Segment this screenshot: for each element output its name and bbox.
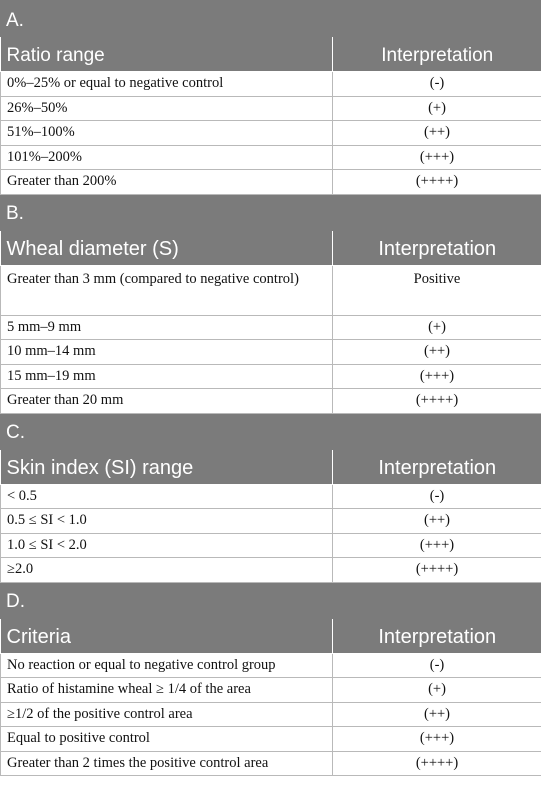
table-cell: Greater than 20 mm bbox=[0, 388, 333, 414]
table-row: 101%–200% (+++) bbox=[0, 144, 541, 170]
table-cell: (++++) bbox=[331, 557, 541, 583]
table-cell: Greater than 200% bbox=[0, 169, 333, 195]
table-cell: Ratio of histamine wheal ≥ 1/4 of the ar… bbox=[0, 677, 333, 703]
column-header: Interpretation bbox=[331, 36, 541, 72]
section-label: C. bbox=[0, 412, 541, 450]
section-d-label-row: D. bbox=[0, 581, 541, 619]
table-cell: (-) bbox=[331, 71, 541, 97]
table-cell: Equal to positive control bbox=[0, 726, 333, 752]
table-cell: (-) bbox=[331, 483, 541, 509]
table-cell: ≥1/2 of the positive control area bbox=[0, 701, 333, 727]
table-row: 15 mm–19 mm (+++) bbox=[0, 363, 541, 389]
section-c-header-row: Skin index (SI) range Interpretation bbox=[0, 448, 541, 485]
column-header: Wheal diameter (S) bbox=[0, 229, 333, 266]
table-cell: 51%–100% bbox=[0, 120, 333, 146]
table-cell: Greater than 3 mm (compared to negative … bbox=[0, 264, 333, 316]
table-row: 5 mm–9 mm (+) bbox=[0, 314, 541, 340]
section-c-label-row: C. bbox=[0, 412, 541, 450]
table-row: Equal to positive control (+++) bbox=[0, 726, 541, 752]
table-cell: 0.5 ≤ SI < 1.0 bbox=[0, 508, 333, 534]
section-label: A. bbox=[0, 0, 541, 37]
table-row: Greater than 2 times the positive contro… bbox=[0, 750, 541, 776]
column-header: Interpretation bbox=[331, 448, 541, 485]
table-cell: (++++) bbox=[331, 388, 541, 414]
table-cell: (+++) bbox=[331, 532, 541, 558]
section-b-header-row: Wheal diameter (S) Interpretation bbox=[0, 229, 541, 266]
table-row: Greater than 3 mm (compared to negative … bbox=[0, 264, 541, 316]
table-cell: (+) bbox=[331, 314, 541, 340]
column-header: Interpretation bbox=[331, 617, 541, 654]
table-cell: ≥2.0 bbox=[0, 557, 333, 583]
table-row: 10 mm–14 mm (++) bbox=[0, 339, 541, 365]
table-cell: 1.0 ≤ SI < 2.0 bbox=[0, 532, 333, 558]
table-cell: (++) bbox=[331, 339, 541, 365]
table-cell: Greater than 2 times the positive contro… bbox=[0, 750, 333, 776]
table-row: No reaction or equal to negative control… bbox=[0, 652, 541, 678]
table-row: Greater than 200% (++++) bbox=[0, 169, 541, 195]
table-cell: Positive bbox=[331, 264, 541, 316]
table-cell: (+++) bbox=[331, 726, 541, 752]
section-a-header-row: Ratio range Interpretation bbox=[0, 36, 541, 72]
table-row: Ratio of histamine wheal ≥ 1/4 of the ar… bbox=[0, 677, 541, 703]
table-row: Greater than 20 mm (++++) bbox=[0, 388, 541, 414]
column-header: Interpretation bbox=[331, 229, 541, 266]
table-cell: 101%–200% bbox=[0, 144, 333, 170]
table-row: ≥1/2 of the positive control area (++) bbox=[0, 701, 541, 727]
table-row: 51%–100% (++) bbox=[0, 120, 541, 146]
section-label: D. bbox=[0, 581, 541, 619]
table-cell: (+) bbox=[331, 95, 541, 121]
table-cell: 0%–25% or equal to negative control bbox=[0, 71, 333, 97]
table-cell: (++) bbox=[331, 508, 541, 534]
table-cell: (++) bbox=[331, 701, 541, 727]
table-cell: (+++) bbox=[331, 363, 541, 389]
table-cell: 5 mm–9 mm bbox=[0, 314, 333, 340]
table-row: 1.0 ≤ SI < 2.0 (+++) bbox=[0, 532, 541, 558]
table-row: 0%–25% or equal to negative control (-) bbox=[0, 71, 541, 97]
table-cell: (+) bbox=[331, 677, 541, 703]
table-cell: (++++) bbox=[331, 169, 541, 195]
table-cell: (-) bbox=[331, 652, 541, 678]
section-b-label-row: B. bbox=[0, 193, 541, 231]
table-cell: (+++) bbox=[331, 144, 541, 170]
interpretation-table: A. Ratio range Interpretation 0%–25% or … bbox=[0, 0, 541, 776]
table-cell: (++) bbox=[331, 120, 541, 146]
section-d-header-row: Criteria Interpretation bbox=[0, 617, 541, 654]
table-row: 0.5 ≤ SI < 1.0 (++) bbox=[0, 508, 541, 534]
table-cell: 15 mm–19 mm bbox=[0, 363, 333, 389]
table-cell: 10 mm–14 mm bbox=[0, 339, 333, 365]
table-cell: < 0.5 bbox=[0, 483, 333, 509]
table-row: ≥2.0 (++++) bbox=[0, 557, 541, 583]
section-a-label-row: A. bbox=[0, 0, 541, 37]
table-cell: 26%–50% bbox=[0, 95, 333, 121]
section-label: B. bbox=[0, 193, 541, 231]
column-header: Ratio range bbox=[0, 36, 333, 72]
interpretation-tables: A. Ratio range Interpretation 0%–25% or … bbox=[0, 0, 541, 776]
table-cell: No reaction or equal to negative control… bbox=[0, 652, 333, 678]
column-header: Skin index (SI) range bbox=[0, 448, 333, 485]
table-row: < 0.5 (-) bbox=[0, 483, 541, 509]
table-row: 26%–50% (+) bbox=[0, 95, 541, 121]
column-header: Criteria bbox=[0, 617, 333, 654]
table-cell: (++++) bbox=[331, 750, 541, 776]
